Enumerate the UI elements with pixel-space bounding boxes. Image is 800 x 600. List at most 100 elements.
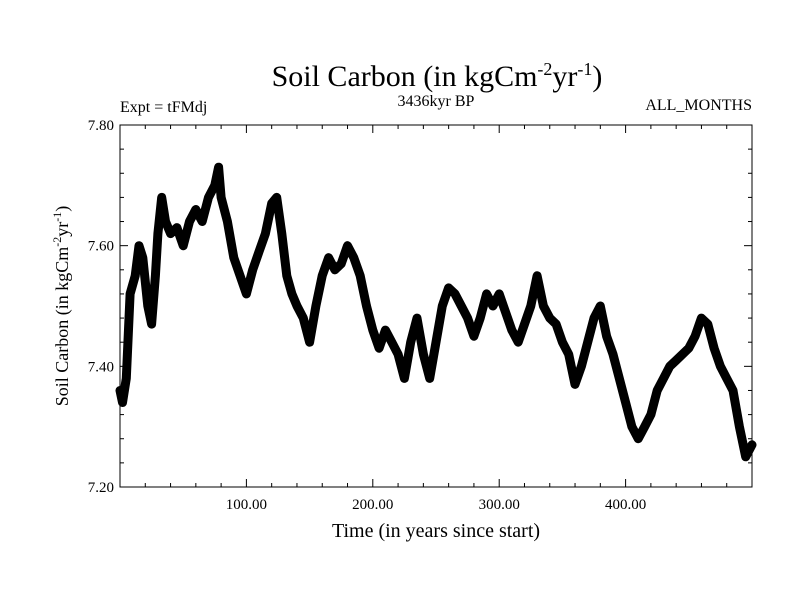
x-tick-label: 200.00	[352, 497, 393, 513]
data-point	[479, 317, 482, 320]
data-point	[154, 274, 157, 277]
y-axis-label: Soil Carbon (in kgCm-2yr-1)	[50, 206, 73, 407]
data-point	[498, 292, 501, 295]
series-layer	[115, 162, 757, 462]
data-point	[365, 305, 368, 307]
data-point	[226, 220, 229, 223]
data-point	[422, 353, 425, 356]
period-label: 3436kyr BP	[398, 93, 475, 110]
data-point	[725, 377, 728, 380]
data-point	[359, 274, 362, 277]
data-point	[593, 317, 595, 320]
data-point	[643, 425, 646, 428]
data-point	[713, 347, 716, 350]
data-point	[156, 232, 159, 235]
data-point	[213, 184, 216, 187]
data-point	[403, 377, 406, 380]
data-point	[441, 305, 444, 307]
data-point	[378, 347, 381, 350]
months-label: ALL_MONTHS	[645, 97, 752, 114]
data-point	[346, 244, 349, 247]
data-point	[314, 305, 317, 307]
data-point	[409, 341, 412, 344]
data-point	[164, 220, 167, 223]
data-point	[523, 323, 526, 326]
data-point	[371, 329, 374, 332]
data-point	[160, 196, 163, 199]
data-point	[668, 365, 671, 368]
data-point	[548, 317, 551, 320]
y-tick-label: 7.80	[88, 118, 114, 134]
data-point	[624, 401, 627, 404]
data-point	[141, 256, 144, 259]
data-point	[264, 232, 267, 235]
data-point	[290, 292, 293, 295]
data-point	[605, 335, 608, 338]
data-point	[555, 323, 558, 326]
data-point	[738, 425, 741, 428]
data-point	[302, 317, 305, 320]
x-tick-label: 400.00	[605, 497, 646, 513]
series-line	[115, 162, 757, 462]
data-point	[574, 383, 577, 386]
data-point	[182, 244, 185, 247]
data-point	[188, 220, 191, 223]
data-point	[536, 274, 539, 277]
data-point	[340, 262, 343, 265]
data-point	[146, 305, 149, 307]
data-point	[687, 347, 690, 350]
data-point	[258, 250, 261, 253]
data-point	[175, 226, 178, 229]
data-point	[586, 341, 589, 344]
data-point	[472, 335, 475, 338]
data-point	[700, 317, 703, 320]
data-point	[466, 317, 469, 320]
data-point	[134, 274, 137, 277]
data-point	[295, 305, 298, 307]
data-point	[517, 341, 520, 344]
data-point	[327, 256, 330, 259]
data-point	[275, 196, 278, 199]
data-point	[542, 305, 545, 307]
data-point	[129, 292, 132, 295]
experiment-label: Expt = tFMdj	[120, 99, 207, 116]
data-point	[352, 256, 355, 259]
data-point	[618, 377, 621, 380]
tick-labels: 100.00 200.00 300.00 400.00 7.20 7.40 7.60 7.80	[88, 118, 646, 513]
chart-title: Soil Carbon (in kgCm-2yr-1)	[272, 59, 603, 93]
data-point	[706, 323, 709, 326]
data-point	[561, 341, 564, 344]
data-point	[491, 305, 494, 307]
data-point	[744, 455, 747, 458]
x-tick-label: 100.00	[226, 497, 267, 513]
data-point	[119, 389, 121, 392]
plot-frame	[119, 124, 753, 488]
x-axis-label: Time (in years since start)	[332, 520, 540, 542]
data-point	[280, 232, 283, 235]
data-point	[529, 305, 532, 307]
data-point	[121, 401, 124, 404]
data-point	[169, 232, 172, 235]
data-point	[194, 208, 197, 211]
data-point	[567, 353, 570, 356]
data-point	[751, 443, 753, 446]
data-point	[217, 166, 220, 169]
data-point	[232, 256, 235, 259]
data-point	[201, 220, 204, 223]
data-point	[656, 389, 659, 392]
data-point	[416, 317, 419, 320]
data-point	[125, 377, 128, 380]
data-point	[390, 341, 393, 344]
x-tick-label: 300.00	[479, 497, 520, 513]
data-point	[675, 359, 678, 362]
data-point	[580, 365, 583, 368]
data-point	[630, 425, 633, 428]
data-point	[137, 244, 140, 247]
data-point	[150, 323, 153, 326]
data-point	[611, 353, 614, 356]
y-tick-label: 7.20	[88, 480, 114, 496]
data-point	[245, 292, 248, 295]
data-point	[285, 274, 288, 277]
data-point	[662, 377, 665, 380]
